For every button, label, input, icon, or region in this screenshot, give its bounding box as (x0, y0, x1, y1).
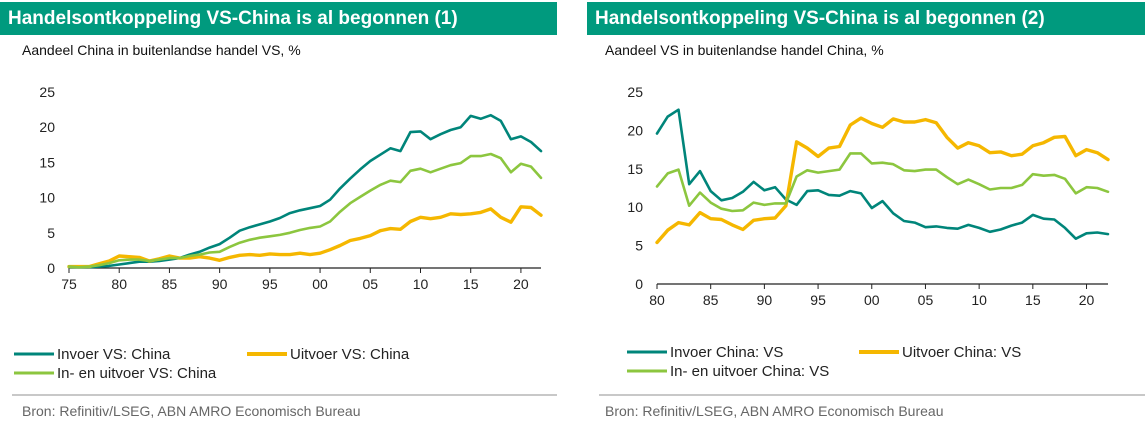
x-tick-label: 85 (162, 276, 178, 292)
y-tick-label: 25 (39, 84, 55, 100)
legend-label: Invoer VS: China (57, 346, 171, 363)
x-tick-label: 90 (757, 292, 773, 308)
x-tick-label: 20 (1079, 292, 1095, 308)
x-tick-label: 80 (111, 276, 127, 292)
x-tick-label: 10 (413, 276, 429, 292)
x-tick-label: 90 (212, 276, 228, 292)
footer-divider (12, 394, 557, 396)
y-tick-label: 10 (39, 190, 55, 206)
x-tick-label: 20 (513, 276, 529, 292)
x-tick-label: 75 (61, 276, 77, 292)
chart-subtitle: Aandeel VS in buitenlandse handel China,… (605, 42, 884, 58)
legend-label: Uitvoer VS: China (290, 346, 410, 363)
x-tick-label: 05 (362, 276, 378, 292)
series-line (67, 152, 543, 269)
y-tick-label: 0 (47, 260, 55, 276)
series-line (67, 113, 543, 269)
series-line (655, 152, 1110, 213)
chart-subtitle: Aandeel China in buitenlandse handel VS,… (22, 42, 301, 58)
source-note: Bron: Refinitiv/LSEG, ABN AMRO Economisc… (22, 403, 361, 419)
x-tick-label: 00 (312, 276, 328, 292)
footer-divider (599, 394, 1145, 396)
x-tick-label: 10 (971, 292, 987, 308)
x-tick-label: 85 (703, 292, 719, 308)
legend-label: In- en uitvoer VS: China (57, 365, 217, 382)
series-line (67, 205, 543, 269)
chart-panel-1: Handelsontkoppeling VS-China is al begon… (0, 0, 557, 427)
series-line (655, 108, 1110, 240)
y-tick-label: 5 (47, 225, 55, 241)
y-tick-label: 25 (627, 84, 643, 100)
x-tick-label: 15 (463, 276, 479, 292)
y-tick-label: 5 (635, 238, 643, 254)
chart-title: Handelsontkoppeling VS-China is al begon… (587, 2, 1145, 35)
source-note: Bron: Refinitiv/LSEG, ABN AMRO Economisc… (605, 403, 944, 419)
x-tick-label: 95 (262, 276, 278, 292)
y-tick-label: 20 (627, 122, 643, 138)
chart-title: Handelsontkoppeling VS-China is al begon… (0, 2, 557, 35)
chart-panel-2: Handelsontkoppeling VS-China is al begon… (587, 0, 1145, 427)
x-tick-label: 00 (864, 292, 880, 308)
legend-label: Invoer China: VS (670, 344, 783, 361)
legend-label: In- en uitvoer China: VS (670, 363, 829, 380)
x-tick-label: 95 (810, 292, 826, 308)
x-tick-label: 15 (1025, 292, 1041, 308)
series-line (655, 116, 1110, 245)
y-tick-label: 15 (627, 161, 643, 177)
y-tick-label: 0 (635, 276, 643, 292)
x-tick-label: 05 (918, 292, 934, 308)
legend-label: Uitvoer China: VS (902, 344, 1021, 361)
y-tick-label: 10 (627, 199, 643, 215)
x-tick-label: 80 (649, 292, 665, 308)
y-tick-label: 20 (39, 119, 55, 135)
y-tick-label: 15 (39, 154, 55, 170)
